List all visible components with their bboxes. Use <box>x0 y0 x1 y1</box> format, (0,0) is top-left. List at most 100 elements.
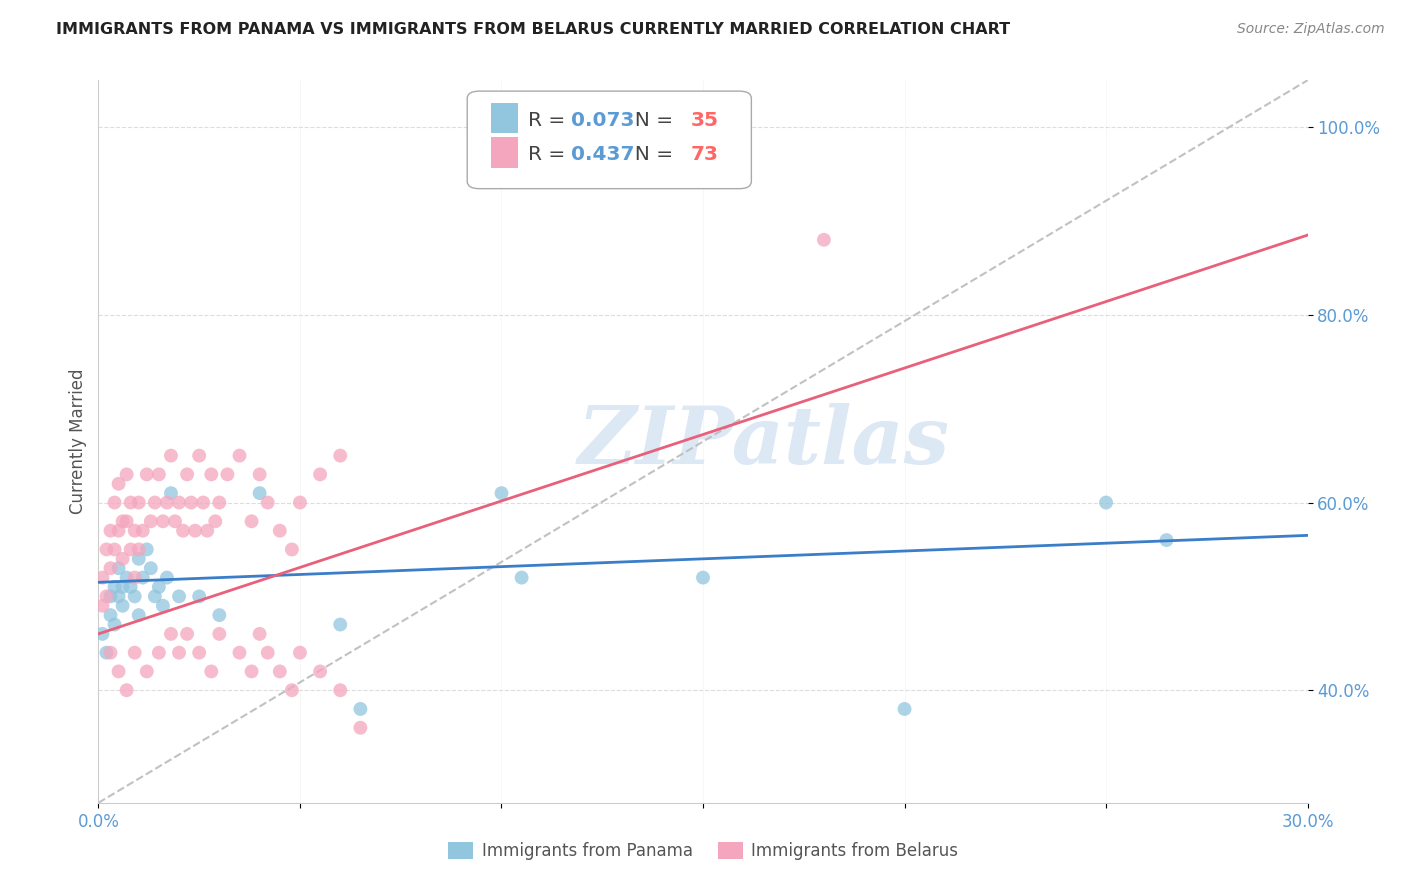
Point <box>163 514 186 528</box>
Point <box>208 495 231 509</box>
Point <box>107 524 129 538</box>
Point <box>160 627 183 641</box>
Point <box>107 665 129 679</box>
Point <box>100 524 122 538</box>
Point <box>349 721 371 735</box>
Point <box>208 627 231 641</box>
Point <box>160 449 183 463</box>
Point <box>139 561 162 575</box>
Point <box>167 646 190 660</box>
Text: IMMIGRANTS FROM PANAMA VS IMMIGRANTS FROM BELARUS CURRENTLY MARRIED CORRELATION : IMMIGRANTS FROM PANAMA VS IMMIGRANTS FRO… <box>56 22 1011 37</box>
Legend: Immigrants from Panama, Immigrants from Belarus: Immigrants from Panama, Immigrants from … <box>441 835 965 867</box>
Point <box>124 524 146 538</box>
Point <box>103 495 125 509</box>
Point <box>100 646 122 660</box>
Text: ZIPatlas: ZIPatlas <box>578 403 949 480</box>
Point <box>329 683 352 698</box>
Point <box>115 467 138 482</box>
Point <box>200 467 222 482</box>
Point <box>96 542 118 557</box>
Point <box>115 571 138 585</box>
Text: 73: 73 <box>690 145 718 164</box>
Point <box>103 542 125 557</box>
Point <box>329 449 352 463</box>
Point <box>152 599 174 613</box>
Point <box>240 665 263 679</box>
Point <box>120 495 142 509</box>
FancyBboxPatch shape <box>467 91 751 189</box>
FancyBboxPatch shape <box>492 103 517 133</box>
Point <box>510 571 533 585</box>
Y-axis label: Currently Married: Currently Married <box>69 368 87 515</box>
Point <box>172 524 194 538</box>
Point <box>111 551 134 566</box>
FancyBboxPatch shape <box>492 137 517 168</box>
Point <box>120 542 142 557</box>
Point <box>193 495 215 509</box>
Point <box>491 486 513 500</box>
Point <box>124 590 146 604</box>
Point <box>156 571 179 585</box>
Point <box>188 590 211 604</box>
Point <box>176 467 198 482</box>
Point <box>143 590 166 604</box>
Point <box>281 683 304 698</box>
Text: 0.437: 0.437 <box>571 145 634 164</box>
Point <box>180 495 202 509</box>
Text: N =: N = <box>621 111 679 129</box>
Point <box>176 627 198 641</box>
Point <box>217 467 239 482</box>
Point <box>139 514 162 528</box>
Point <box>115 683 138 698</box>
Text: Source: ZipAtlas.com: Source: ZipAtlas.com <box>1237 22 1385 37</box>
Point <box>111 599 134 613</box>
Point <box>256 646 278 660</box>
Point <box>91 627 114 641</box>
Point <box>91 571 114 585</box>
Point <box>256 495 278 509</box>
Point <box>96 646 118 660</box>
Point <box>103 580 125 594</box>
Point <box>188 646 211 660</box>
Point <box>135 665 157 679</box>
Point <box>240 514 263 528</box>
Point <box>128 551 150 566</box>
Text: 35: 35 <box>690 111 718 129</box>
Point <box>288 495 311 509</box>
Point <box>107 561 129 575</box>
Point <box>167 590 190 604</box>
Text: R =: R = <box>527 111 571 129</box>
Point <box>124 571 146 585</box>
Point <box>269 524 291 538</box>
Point <box>135 467 157 482</box>
Point <box>111 514 134 528</box>
Point <box>156 495 179 509</box>
Point <box>288 646 311 660</box>
Point <box>228 646 250 660</box>
Point <box>100 590 122 604</box>
Point <box>103 617 125 632</box>
Point <box>148 580 170 594</box>
Point <box>115 514 138 528</box>
Point <box>124 646 146 660</box>
Point <box>249 627 271 641</box>
Point <box>111 580 134 594</box>
Point <box>228 449 250 463</box>
Point <box>100 608 122 623</box>
Point <box>184 524 207 538</box>
Point <box>249 486 271 500</box>
Point <box>143 495 166 509</box>
Point <box>309 665 332 679</box>
Text: N =: N = <box>621 145 679 164</box>
Point <box>269 665 291 679</box>
Point <box>100 561 122 575</box>
Point <box>128 608 150 623</box>
Point <box>148 467 170 482</box>
Point <box>152 514 174 528</box>
Point <box>188 449 211 463</box>
Point <box>128 495 150 509</box>
Point <box>349 702 371 716</box>
Point <box>128 542 150 557</box>
Point <box>1095 495 1118 509</box>
Point <box>107 590 129 604</box>
